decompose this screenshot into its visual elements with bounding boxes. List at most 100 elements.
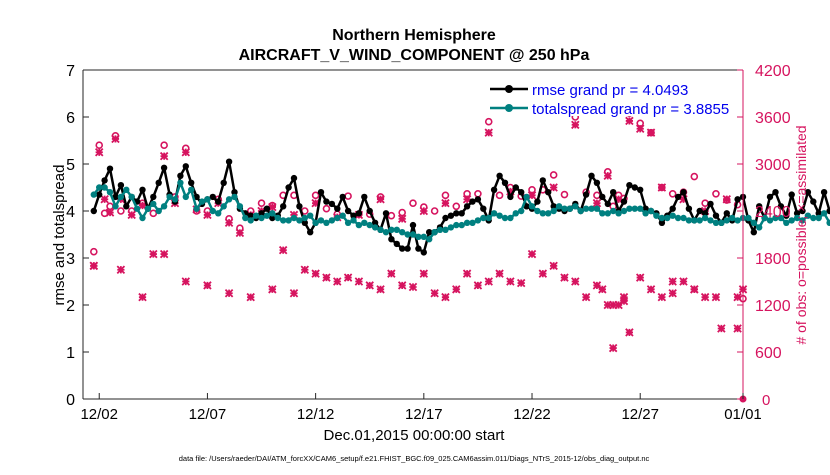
series-point-1 <box>528 203 536 210</box>
series-point-0 <box>404 245 411 252</box>
obs-assimilated-marker <box>635 124 645 133</box>
series-layer <box>90 158 830 256</box>
series-point-0 <box>588 172 595 179</box>
obs-assimilated-marker <box>614 300 623 310</box>
series-point-0 <box>106 165 114 172</box>
obs-assimilated-marker <box>484 277 493 286</box>
series-point-0 <box>669 205 676 212</box>
series-point-1 <box>637 205 644 212</box>
series-point-0 <box>518 189 525 196</box>
obs-assimilated-marker <box>581 292 591 302</box>
series-point-1 <box>171 196 179 203</box>
obs-assimilated-marker <box>625 116 634 126</box>
series-point-1 <box>610 207 617 215</box>
obs-assimilated-marker <box>397 281 407 290</box>
series-point-1 <box>555 203 563 210</box>
obs-possible-marker <box>409 199 417 207</box>
series-point-0 <box>783 212 790 219</box>
series-point-1 <box>204 196 211 203</box>
obs-assimilated-marker <box>711 292 721 302</box>
series-point-1 <box>355 221 363 229</box>
y-tick-label: 2 <box>66 298 75 315</box>
series-point-0 <box>301 219 308 226</box>
series-point-1 <box>453 221 460 229</box>
series-point-1 <box>599 210 606 217</box>
x-tick-label: 12/17 <box>405 406 443 423</box>
series-point-1 <box>344 219 352 226</box>
series-point-1 <box>404 231 411 238</box>
series-point-1 <box>723 217 730 224</box>
series-point-1 <box>215 210 222 217</box>
series-point-1 <box>783 219 790 226</box>
series-point-0 <box>593 179 601 186</box>
obs-assimilated-marker <box>224 218 234 227</box>
series-point-0 <box>350 212 357 219</box>
series-point-0 <box>296 203 303 210</box>
series-point-1 <box>382 229 390 236</box>
series-point-0 <box>777 203 785 210</box>
series-point-1 <box>582 205 590 212</box>
series-point-1 <box>647 207 655 215</box>
obs-assimilated-marker <box>603 171 612 180</box>
series-point-1 <box>550 207 557 215</box>
series-point-1 <box>285 217 292 224</box>
obs-assimilated-marker <box>387 269 396 278</box>
series-point-1 <box>750 219 757 226</box>
series-point-0 <box>409 221 417 229</box>
x-tick-label: 12/22 <box>513 406 551 423</box>
series-point-0 <box>523 203 530 210</box>
obs-assimilated-marker <box>430 289 439 298</box>
obs-assimilated-marker <box>571 277 580 286</box>
series-point-1 <box>756 224 763 231</box>
obs-assimilated-marker <box>365 281 374 290</box>
series-point-1 <box>182 193 189 201</box>
series-point-1 <box>788 217 795 224</box>
obs-assimilated-marker <box>679 277 688 286</box>
obs-possible-marker <box>452 202 461 211</box>
series-point-1 <box>166 193 173 201</box>
obs-assimilated-marker <box>646 285 656 294</box>
obs-assimilated-marker <box>278 245 288 255</box>
series-point-0 <box>490 186 498 193</box>
obs-assimilated-marker <box>549 183 558 192</box>
series-point-1 <box>242 214 249 222</box>
obs-assimilated-marker <box>268 202 277 212</box>
series-point-1 <box>545 210 552 217</box>
series-point-1 <box>123 186 130 193</box>
obs-assimilated-marker <box>549 261 558 271</box>
series-point-0 <box>117 182 125 189</box>
obs-assimilated-marker <box>657 183 667 192</box>
obs-possible-marker <box>668 189 677 198</box>
series-point-0 <box>750 229 757 236</box>
footnote: data file: /Users/raeder/DAI/ATM_forcXX/… <box>179 454 650 463</box>
y-tick-label: 4 <box>66 204 75 221</box>
series-point-0 <box>344 207 352 215</box>
series-point-1 <box>810 214 817 222</box>
obs-assimilated-marker <box>100 195 109 204</box>
series-point-1 <box>691 217 698 224</box>
obs-possible-marker <box>95 141 104 149</box>
obs-assimilated-marker <box>462 195 472 204</box>
obs-assimilated-marker <box>462 269 472 278</box>
y-tick-label: 0 <box>66 392 75 409</box>
series-point-1 <box>577 207 584 215</box>
y2-tick-label: 1200 <box>755 298 791 315</box>
series-point-0 <box>474 196 482 203</box>
obs-assimilated-marker <box>598 285 607 294</box>
obs-assimilated-marker <box>138 201 147 210</box>
series-point-1 <box>415 233 422 240</box>
series-point-1 <box>696 217 703 224</box>
series-point-0 <box>225 158 233 165</box>
series-point-0 <box>701 210 709 217</box>
series-point-1 <box>371 224 379 231</box>
series-point-1 <box>139 214 146 222</box>
obs-assimilated-marker <box>614 195 623 204</box>
series-point-0 <box>399 245 406 252</box>
series-point-1 <box>247 217 254 224</box>
series-point-0 <box>712 212 720 219</box>
series-point-1 <box>112 203 119 210</box>
series-point-0 <box>685 205 693 212</box>
series-point-0 <box>788 191 795 198</box>
